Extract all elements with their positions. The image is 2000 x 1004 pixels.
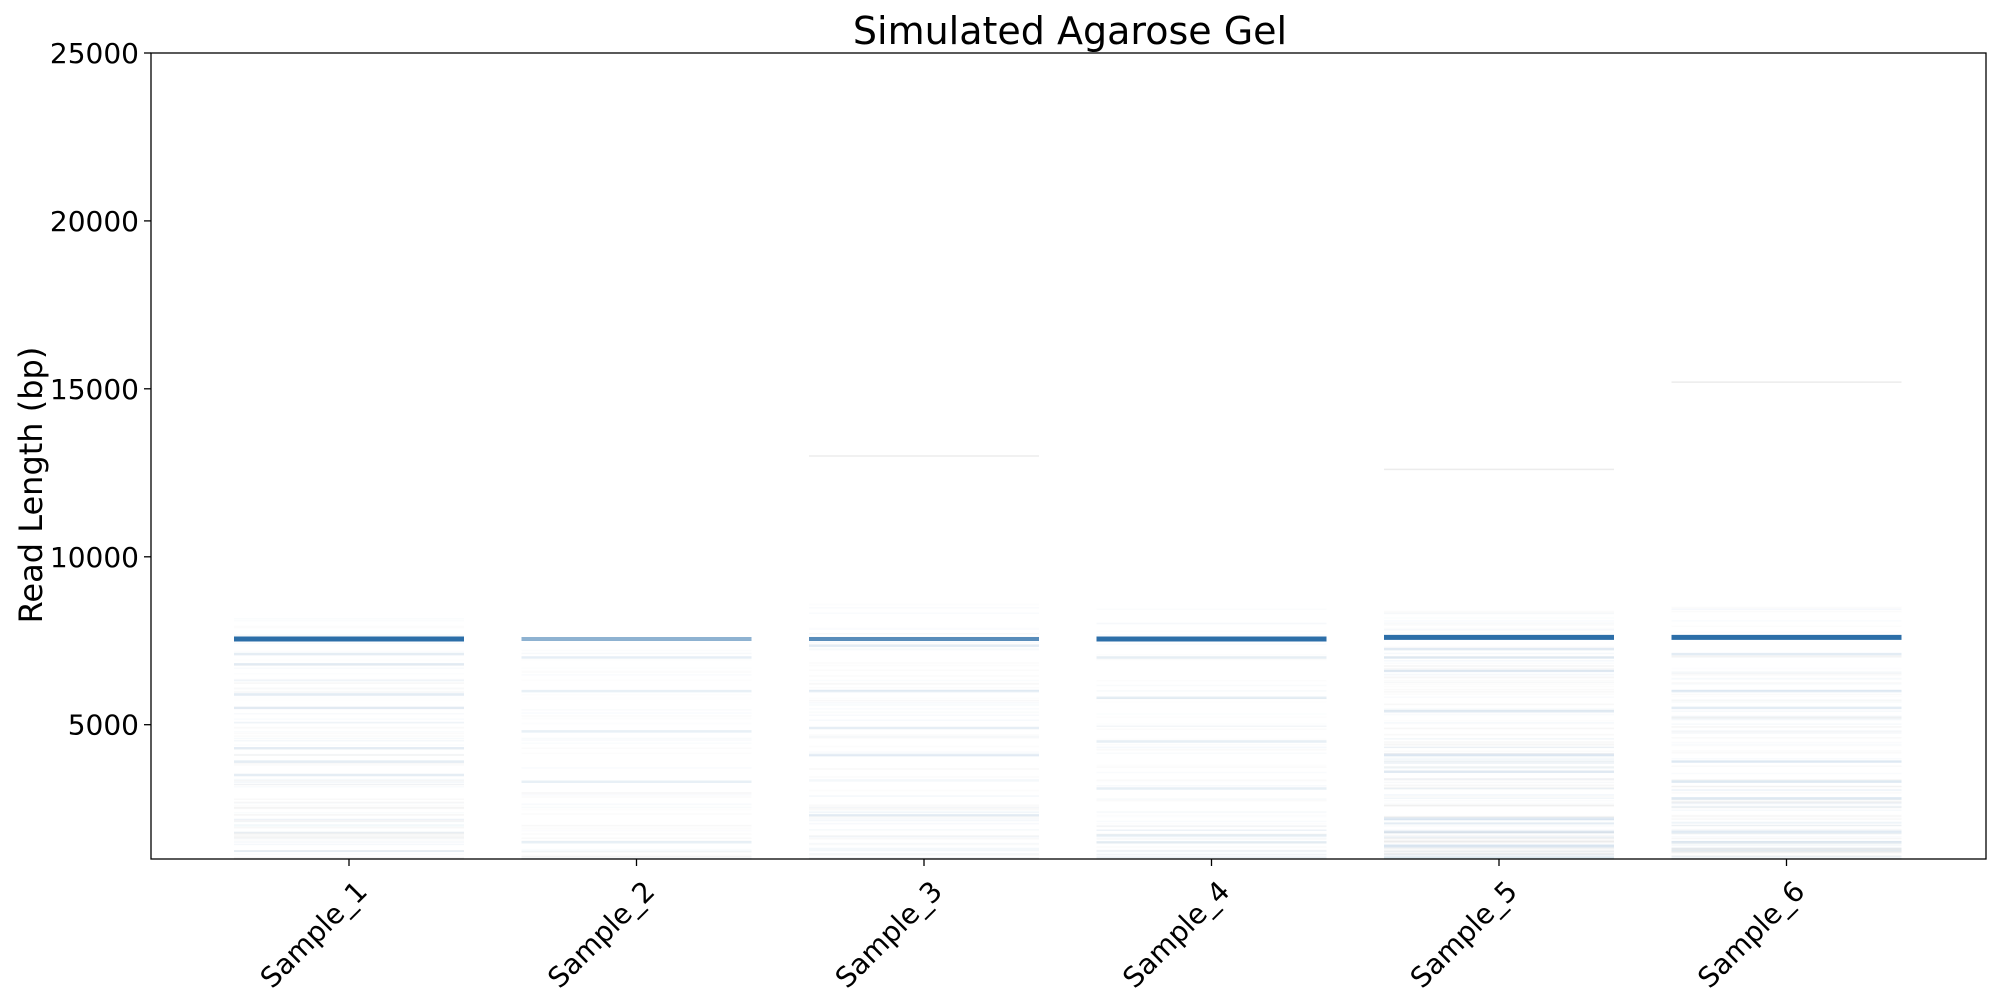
y-tick-label: 25000 bbox=[50, 37, 139, 70]
x-tick-label: Sample_1 bbox=[254, 874, 374, 994]
lane-5 bbox=[1384, 468, 1614, 860]
lane-1 bbox=[234, 618, 464, 860]
x-tick-label: Sample_2 bbox=[541, 874, 661, 994]
y-tick-label: 20000 bbox=[50, 205, 139, 238]
y-axis: 5000 10000 15000 20000 25000 bbox=[50, 37, 151, 742]
x-tick-label: Sample_6 bbox=[1691, 874, 1811, 994]
plot-area bbox=[234, 381, 1902, 860]
x-tick-label: Sample_4 bbox=[1116, 874, 1236, 994]
x-tick-label: Sample_3 bbox=[829, 874, 949, 994]
lane-2 bbox=[521, 637, 752, 860]
lane-3 bbox=[809, 455, 1039, 860]
x-tick-label: Sample_5 bbox=[1404, 874, 1524, 994]
y-tick-label: 5000 bbox=[68, 709, 139, 742]
chart-title: Simulated Agarose Gel bbox=[853, 9, 1287, 53]
y-tick-label: 15000 bbox=[50, 373, 139, 406]
plot-frame bbox=[150, 52, 1987, 860]
lane-6 bbox=[1671, 381, 1902, 860]
y-axis-label: Read Length (bp) bbox=[12, 347, 50, 624]
lane-4 bbox=[1096, 608, 1327, 860]
y-tick-label: 10000 bbox=[50, 541, 139, 574]
x-axis: Sample_1 Sample_2 Sample_3 Sample_4 Sample_5… bbox=[254, 859, 1811, 995]
